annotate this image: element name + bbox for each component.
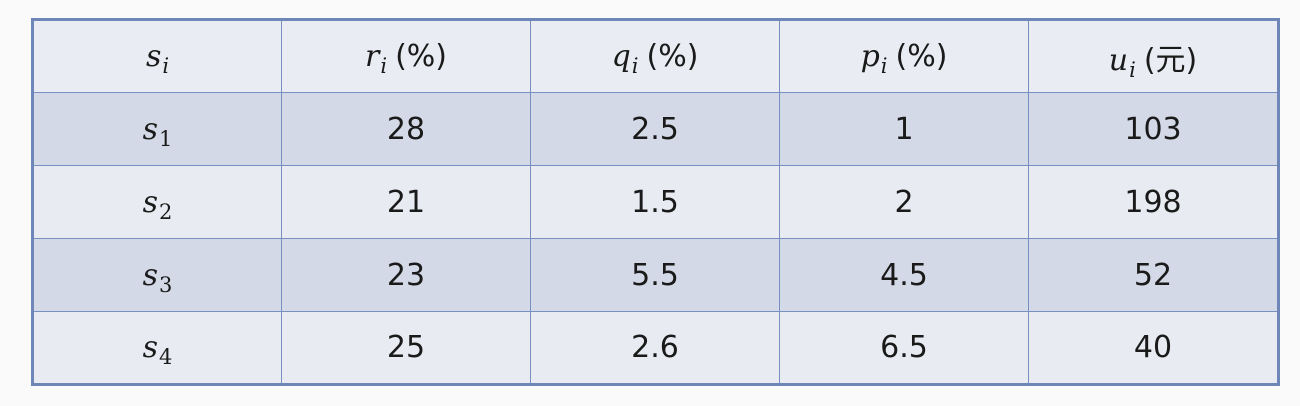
header-unit: (%) [395,39,447,74]
header-cell-p: pi (%) [779,19,1029,93]
table-row: s4 25 2.6 6.5 40 [32,311,1279,385]
cell-u: 52 [1028,238,1279,312]
header-var: s [145,39,162,74]
header-sub: i [1129,57,1136,82]
row-label-var: s [142,330,159,365]
cell-p: 1 [779,92,1029,166]
row-label-sub: 3 [159,272,173,297]
cell-p: 6.5 [779,311,1029,385]
row-label-sub: 1 [159,126,173,151]
cell-r: 28 [281,92,531,166]
row-label-cell: s2 [32,165,282,239]
header-sub: i [162,54,170,78]
header-unit: (%) [646,39,699,74]
header-cell-u: ui (元) [1028,19,1279,93]
cell-u: 103 [1028,92,1279,166]
cell-p: 2 [779,165,1029,239]
cell-q: 5.5 [530,238,780,312]
header-unit: (%) [895,39,948,74]
cell-q: 2.6 [530,311,780,385]
cell-q: 1.5 [530,165,780,239]
table-row: s1 28 2.5 1 103 [32,92,1279,166]
header-cell-s: si [32,19,282,93]
table-row: s2 21 1.5 2 198 [32,165,1279,239]
cell-r: 25 [281,311,531,385]
header-var: u [1108,42,1129,78]
header-sub: i [631,54,639,78]
cell-p: 4.5 [779,238,1029,312]
header-unit: (元) [1143,42,1198,78]
row-label-cell: s4 [32,311,282,385]
row-label-var: s [142,257,159,293]
table-container: si ri (%) qi (%) pi (%) ui (元) s1 28 2.5 1 1… [31,18,1280,386]
row-label-sub: 2 [159,199,173,224]
cell-u: 198 [1028,165,1279,239]
row-label-var: s [142,184,159,220]
header-row: si ri (%) qi (%) pi (%) ui (元) [32,19,1279,93]
header-cell-q: qi (%) [530,19,780,93]
header-cell-r: ri (%) [281,19,531,93]
row-label-var: s [142,111,159,147]
header-var: p [860,39,880,74]
row-label-sub: 4 [159,345,173,369]
header-sub: i [380,54,388,78]
header-var: r [365,39,380,74]
table-row: s3 23 5.5 4.5 52 [32,238,1279,312]
header-var: q [611,39,631,74]
cell-u: 40 [1028,311,1279,385]
header-sub: i [880,54,888,78]
row-label-cell: s3 [32,238,282,312]
cell-r: 23 [281,238,531,312]
data-table: si ri (%) qi (%) pi (%) ui (元) s1 28 2.5 1 1… [31,18,1280,386]
cell-r: 21 [281,165,531,239]
row-label-cell: s1 [32,92,282,166]
cell-q: 2.5 [530,92,780,166]
